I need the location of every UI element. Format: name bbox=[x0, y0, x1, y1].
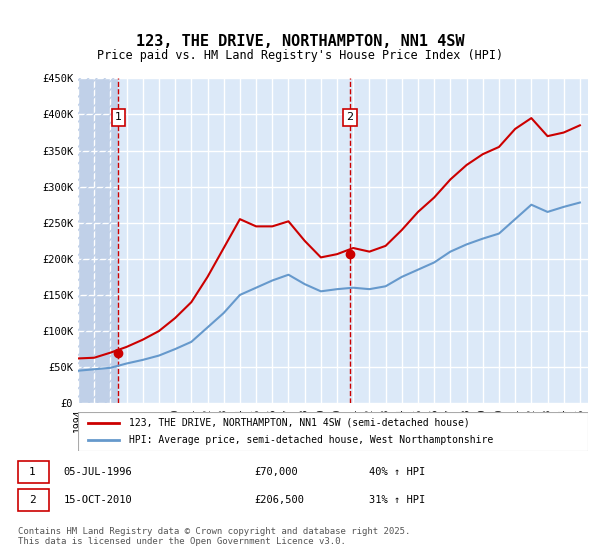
Text: Price paid vs. HM Land Registry's House Price Index (HPI): Price paid vs. HM Land Registry's House … bbox=[97, 49, 503, 63]
Text: 40% ↑ HPI: 40% ↑ HPI bbox=[369, 467, 425, 477]
Text: 123, THE DRIVE, NORTHAMPTON, NN1 4SW (semi-detached house): 123, THE DRIVE, NORTHAMPTON, NN1 4SW (se… bbox=[129, 418, 470, 428]
Text: 05-JUL-1996: 05-JUL-1996 bbox=[64, 467, 133, 477]
FancyBboxPatch shape bbox=[78, 412, 588, 451]
Text: Contains HM Land Registry data © Crown copyright and database right 2025.
This d: Contains HM Land Registry data © Crown c… bbox=[18, 526, 410, 546]
FancyBboxPatch shape bbox=[18, 461, 49, 483]
Bar bbox=[78, 78, 118, 403]
Bar bbox=[118, 78, 350, 403]
FancyBboxPatch shape bbox=[18, 489, 49, 511]
Text: 2: 2 bbox=[29, 495, 35, 505]
Bar bbox=[78, 78, 118, 403]
Text: 123, THE DRIVE, NORTHAMPTON, NN1 4SW: 123, THE DRIVE, NORTHAMPTON, NN1 4SW bbox=[136, 35, 464, 49]
Text: 31% ↑ HPI: 31% ↑ HPI bbox=[369, 495, 425, 505]
Text: 15-OCT-2010: 15-OCT-2010 bbox=[64, 495, 133, 505]
Text: £206,500: £206,500 bbox=[254, 495, 304, 505]
Text: £70,000: £70,000 bbox=[254, 467, 298, 477]
Text: 2: 2 bbox=[346, 113, 353, 123]
Text: HPI: Average price, semi-detached house, West Northamptonshire: HPI: Average price, semi-detached house,… bbox=[129, 435, 493, 445]
Text: 1: 1 bbox=[115, 113, 122, 123]
Text: 1: 1 bbox=[29, 467, 35, 477]
